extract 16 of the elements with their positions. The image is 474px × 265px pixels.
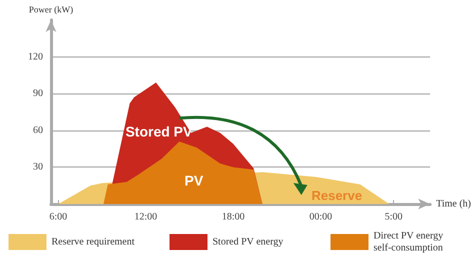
x-tick-label: 00:00 — [309, 212, 332, 222]
x-axis-title: Time (h) — [436, 198, 472, 210]
y-tick-label: 120 — [28, 51, 43, 62]
y-tick-label: 60 — [33, 124, 43, 136]
y-tick-label: 30 — [33, 162, 43, 173]
legend-label: Direct PV energy self-consumption — [374, 230, 446, 254]
annotation: Reserve — [311, 188, 362, 203]
legend-label: Stored PV energy — [212, 236, 284, 248]
annotation: PV — [184, 172, 204, 189]
legend-label: Reserve requirement — [52, 236, 135, 248]
y-axis-title: Power (kW) — [28, 4, 74, 14]
x-tick-label: 12:00 — [134, 212, 158, 222]
y-tick-label: 90 — [33, 88, 43, 100]
x-tick-label: 5:00 — [384, 212, 403, 222]
x-tick-label: 18:00 — [222, 212, 245, 222]
x-tick-label: 6:00 — [49, 212, 68, 222]
